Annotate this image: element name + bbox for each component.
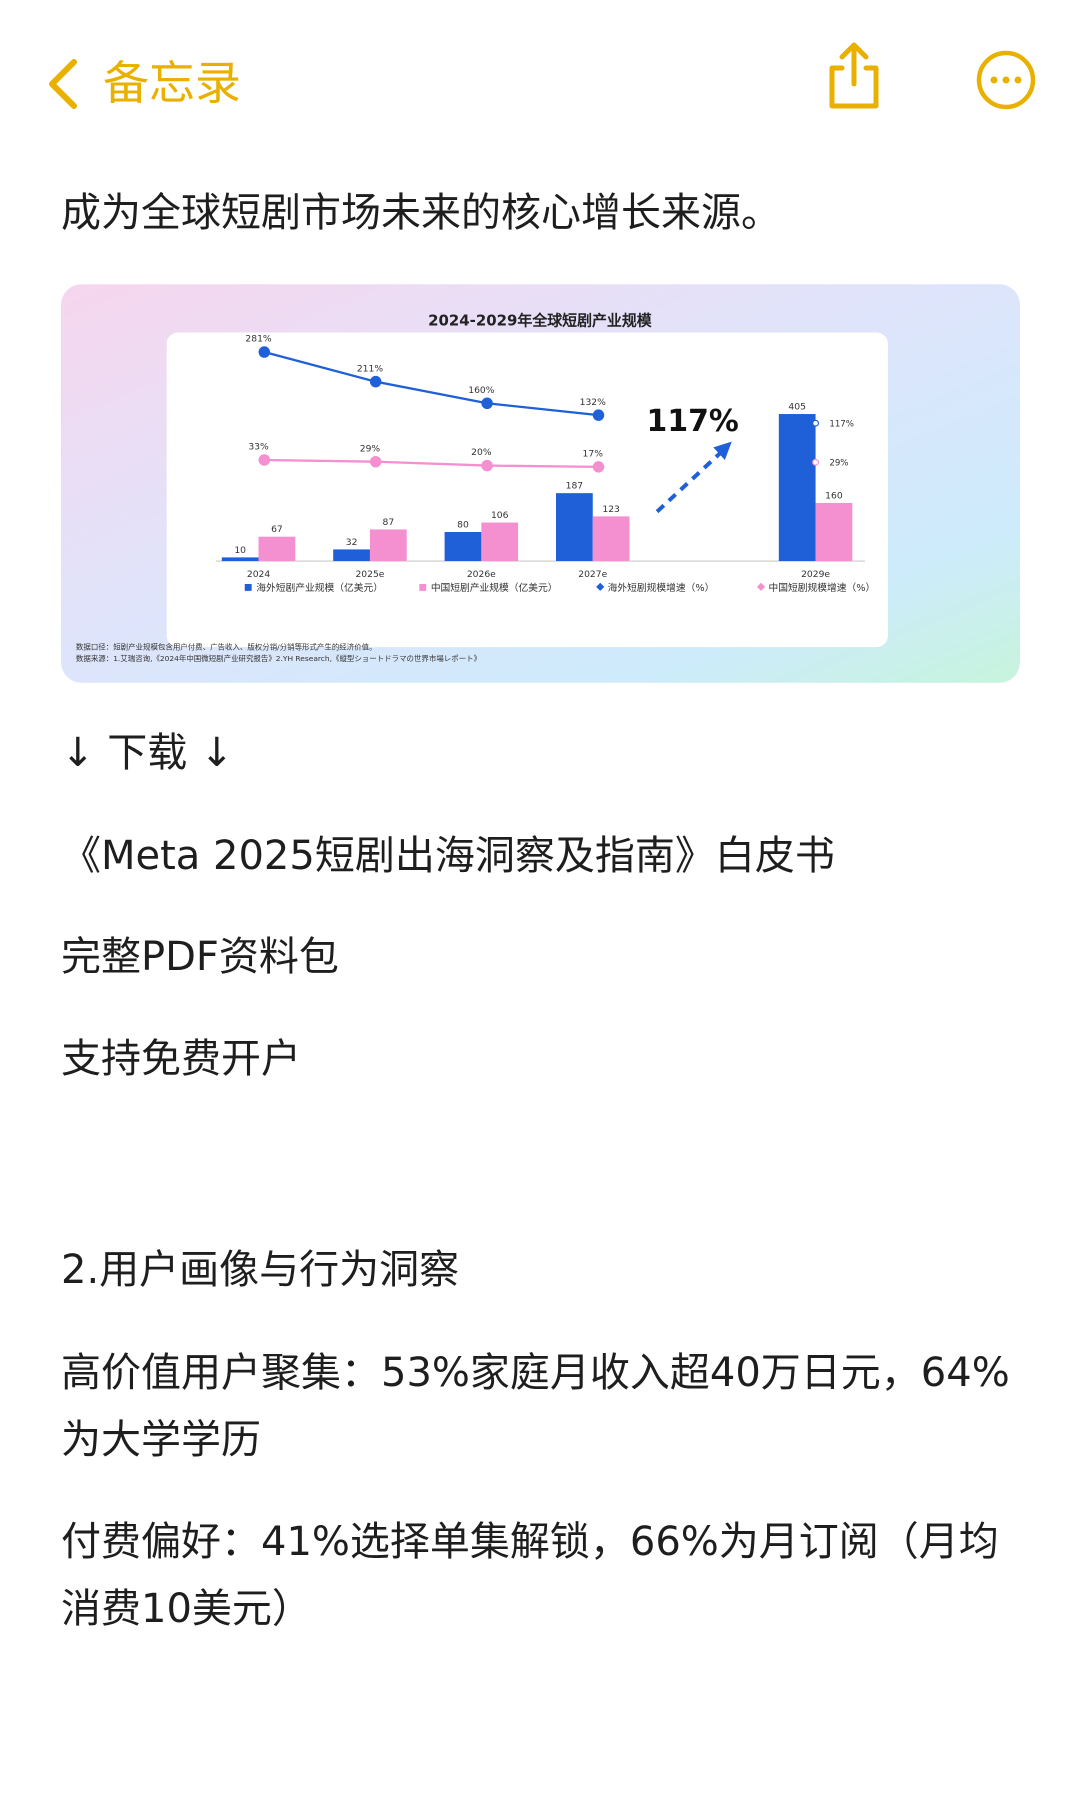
growth-line [263, 350, 599, 417]
bar [258, 536, 296, 562]
legend-label: 海外短剧规模增速（%） [608, 581, 715, 594]
bar [556, 493, 593, 562]
chart-panel [166, 332, 888, 648]
growth-point [369, 455, 382, 468]
growth-point [812, 458, 820, 466]
section-heading: 2.用户画像与行为洞察 [61, 1247, 460, 1293]
more-button[interactable] [974, 48, 1038, 112]
x-tick-label: 2024 [247, 569, 271, 580]
annotation: 117% [647, 404, 739, 439]
legend-swatch [244, 583, 252, 591]
bar-value-label: 405 [788, 401, 806, 412]
share-button[interactable] [822, 40, 886, 112]
legend-label: 中国短剧产业规模（亿美元） [431, 581, 558, 594]
growth-label: 281% [245, 334, 272, 345]
growth-label: 17% [583, 449, 604, 460]
chart-title: 2024-2029年全球短剧产业规模 [428, 312, 652, 330]
back-chevron[interactable] [40, 56, 88, 112]
growth-point [481, 459, 493, 472]
growth-point [258, 346, 271, 358]
arrow [655, 451, 722, 514]
growth-point [592, 409, 605, 421]
bar-value-label: 67 [271, 524, 283, 535]
x-tick-label: 2027e [578, 569, 607, 580]
footnote: 数据来源：1.艾瑞咨询,《2024年中国微短剧产业研究报告》2.YH Resea… [76, 653, 481, 663]
growth-point [592, 461, 605, 473]
arrow-head [713, 441, 732, 460]
bar [778, 414, 816, 562]
bar [333, 549, 370, 562]
growth-label: 29% [829, 459, 848, 469]
paragraph: 高价值用户聚集：53%家庭月收入超40万日元，64%为大学学历 [61, 1350, 1010, 1463]
bar [481, 522, 519, 562]
download-text: ↓ 下载 ↓ [61, 730, 234, 776]
growth-label: 211% [357, 363, 384, 374]
growth-point [369, 375, 382, 388]
intro-text: 成为全球短剧市场未来的核心增长来源。 [61, 190, 781, 236]
bar [369, 529, 407, 562]
bar-value-label: 187 [566, 481, 584, 492]
bar-value-label: 32 [346, 537, 358, 548]
legend-label: 中国短剧规模增速（%） [768, 581, 875, 594]
growth-label: 33% [248, 442, 269, 453]
legend-swatch [596, 582, 605, 591]
x-tick-label: 2029e [801, 569, 830, 580]
legend-swatch [419, 583, 427, 591]
bar [815, 502, 853, 562]
note-line: 支持免费开户 [61, 1036, 301, 1082]
growth-line [264, 458, 599, 469]
growth-point [812, 419, 820, 427]
bar-value-label: 80 [457, 519, 469, 530]
bar-value-label: 87 [382, 517, 394, 528]
bar-value-label: 160 [825, 490, 843, 501]
footnote: 数据口径：短剧产业规模包含用户付费、广告收入、版权分销/分销等形式产生的经济价值… [76, 641, 377, 651]
legend-label: 海外短剧产业规模（亿美元） [256, 581, 383, 594]
growth-label: 160% [468, 385, 495, 396]
legend-swatch [756, 582, 766, 591]
growth-label: 132% [580, 397, 607, 408]
growth-label: 20% [471, 447, 492, 458]
growth-point [258, 454, 271, 466]
bar [444, 531, 482, 562]
bar-value-label: 123 [602, 504, 620, 515]
growth-label: 29% [360, 443, 381, 454]
x-tick-label: 2025e [355, 569, 384, 580]
growth-point [481, 397, 493, 410]
note-line: 完整PDF资料包 [61, 934, 339, 980]
bar-value-label: 106 [491, 510, 509, 521]
note-line: 《Meta 2025短剧出海洞察及指南》白皮书 [61, 833, 835, 879]
chart-image: 2024-2029年全球短剧产业规模 2024 2025e 2026e 2027e 202… [61, 284, 1020, 683]
back-label[interactable]: 备忘录 [103, 56, 241, 110]
bar [592, 516, 630, 562]
x-tick-label: 2026e [467, 569, 496, 580]
bar [221, 557, 259, 562]
bar-value-label: 10 [234, 545, 246, 556]
paragraph: 付费偏好：41%选择单集解锁，66%为月订阅（月均消费10美元） [61, 1519, 999, 1632]
growth-label: 117% [829, 420, 854, 430]
